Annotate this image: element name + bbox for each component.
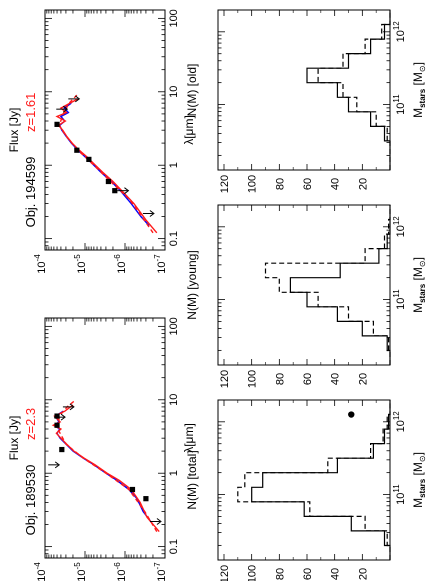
histogram-step-line — [317, 10, 391, 170]
hist-frame — [217, 204, 391, 366]
photometry-point — [74, 147, 80, 153]
sed-model-line — [55, 98, 158, 234]
histogram-step-line — [251, 400, 391, 560]
histogram-step-line — [289, 205, 391, 365]
mass-tick-label: 1011 — [392, 94, 407, 115]
mass-tick-label: 1011 — [392, 484, 407, 505]
histogram-step-line — [264, 205, 391, 365]
photometry-point — [54, 413, 60, 419]
sed-model-line — [52, 410, 154, 525]
count-tick-label: 120 — [219, 565, 231, 581]
x-axis-title: λ[μm] — [182, 423, 196, 453]
object-name: Obj. 189530 — [23, 465, 38, 536]
count-tick-label: 80 — [274, 178, 286, 190]
count-axis-title: N(M) [old] — [185, 64, 199, 117]
count-tick-label: 100 — [247, 565, 259, 581]
y-tick-label: 10-5 — [73, 254, 88, 274]
count-tick-label: 120 — [219, 175, 231, 193]
count-tick-label: 100 — [247, 370, 259, 388]
count-tick-label: 40 — [330, 568, 342, 580]
count-tick-label: 60 — [302, 373, 314, 385]
count-tick-label: 20 — [357, 373, 369, 385]
upper-limit-arrowhead — [149, 210, 155, 217]
count-axis-title: N(M) [total] — [185, 450, 199, 509]
x-axis-title: λ[μm] — [182, 115, 196, 145]
upper-limit-arrowhead — [75, 95, 81, 103]
photometry-point — [129, 486, 136, 493]
count-axis-title: N(M) [young] — [185, 250, 199, 319]
count-tick-label: 20 — [357, 568, 369, 580]
y-axis-title: Flux [Jy] — [7, 108, 21, 153]
count-tick-label: 80 — [274, 568, 286, 580]
y-tick-label: 10-4 — [33, 562, 48, 581]
hist-frame — [217, 399, 391, 561]
upper-limit-arrowhead — [60, 413, 66, 421]
mass-tick-label: 1012 — [392, 411, 407, 433]
mass-axis-title: Mstars [M⊙] — [411, 257, 427, 313]
x-tick-label: 1 — [168, 470, 180, 476]
mass-axis-title: Mstars [M⊙] — [411, 452, 427, 508]
y-tick-label: 10-6 — [113, 254, 128, 274]
mass-tick-label: 1012 — [392, 216, 407, 238]
redshift-label: z=1.61 — [23, 93, 38, 132]
mass-tick-label: 1012 — [392, 21, 407, 43]
count-tick-label: 120 — [219, 370, 231, 388]
y-tick-label: 10-7 — [153, 254, 168, 274]
y-tick-label: 10-6 — [113, 562, 128, 581]
x-tick-label: 100 — [168, 9, 180, 27]
count-tick-label: 60 — [302, 178, 314, 190]
photometry-point — [59, 446, 65, 453]
x-tick-label: 10 — [168, 86, 180, 98]
hist-frame — [217, 9, 391, 171]
x-tick-label: 1 — [168, 162, 180, 168]
y-tick-label: 10-4 — [33, 254, 48, 274]
photometry-point — [86, 156, 92, 162]
count-tick-label: 80 — [274, 373, 286, 385]
sed-model-line — [58, 94, 154, 234]
count-tick-label: 100 — [247, 175, 259, 193]
upper-limit-arrowhead — [156, 518, 162, 525]
mass-tick-label: 1011 — [392, 289, 407, 310]
photometry-point — [54, 121, 60, 127]
x-tick-label: 0.1 — [168, 539, 180, 554]
sed-model-line — [57, 399, 158, 532]
y-axis-title: Flux [Jy] — [7, 416, 21, 461]
photometry-point — [112, 188, 118, 194]
count-tick-label: 60 — [302, 568, 314, 580]
object-name: Obj. 194599 — [23, 157, 38, 228]
mass-axis-title: Mstars [M⊙] — [411, 62, 427, 118]
photometry-point — [105, 178, 112, 185]
count-tick-label: 40 — [330, 373, 342, 385]
redshift-label: z=2.3 — [23, 408, 38, 440]
count-tick-label: 20 — [357, 178, 369, 190]
photometry-point — [143, 496, 149, 502]
y-tick-label: 10-7 — [153, 562, 168, 581]
x-tick-label: 10 — [168, 394, 180, 406]
x-tick-label: 0.1 — [168, 231, 180, 246]
upper-limit-arrowhead — [124, 187, 130, 195]
histogram-step-line — [306, 10, 391, 170]
histogram-step-line — [237, 400, 391, 560]
upper-limit-arrowhead — [54, 461, 61, 469]
upper-limit-arrowhead — [69, 403, 75, 411]
photometry-point — [54, 422, 60, 428]
count-tick-label: 40 — [330, 178, 342, 190]
upper-limit-arrowhead — [62, 105, 69, 113]
marker-point — [348, 411, 355, 418]
x-tick-label: 100 — [168, 317, 180, 335]
y-tick-label: 10-5 — [73, 562, 88, 581]
